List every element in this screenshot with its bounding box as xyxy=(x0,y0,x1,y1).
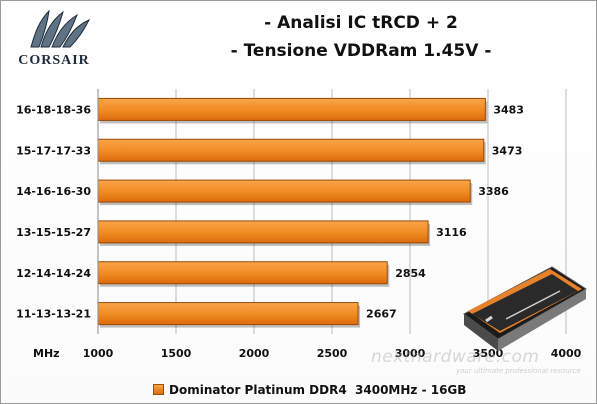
bar-12-14-14-24 xyxy=(97,261,388,285)
corsair-sails-icon xyxy=(30,9,91,48)
bar-15-17-17-33 xyxy=(97,138,485,162)
bar-14-16-16-30 xyxy=(97,179,471,203)
bar-value-label: 3473 xyxy=(492,144,523,157)
category-label: 15-17-17-33 xyxy=(16,144,91,157)
legend-swatch xyxy=(153,384,164,395)
bar-16-18-18-36 xyxy=(97,97,486,121)
corsair-logo: CORSAIR xyxy=(9,7,99,71)
x-tick-label: 1500 xyxy=(161,347,192,360)
category-label: 11-13-13-21 xyxy=(16,308,91,321)
bar-value-label: 3386 xyxy=(478,185,509,198)
bar-13-15-15-27 xyxy=(97,220,429,244)
category-label: 13-15-15-27 xyxy=(16,226,91,239)
x-axis-label: MHz xyxy=(33,347,60,360)
bar-11-13-13-21 xyxy=(97,302,359,326)
x-tick-label: 3000 xyxy=(395,347,426,360)
x-tick-label: 3500 xyxy=(473,347,504,360)
brand-wordmark: CORSAIR xyxy=(18,53,90,68)
x-tick-label: 2000 xyxy=(239,347,270,360)
ram-module-icon xyxy=(463,266,587,351)
watermark: nexthardware.com xyxy=(371,347,540,367)
watermark-subtext: your ultimate professional resource xyxy=(456,367,581,375)
bar-value-label: 2667 xyxy=(366,308,397,321)
chart-title-line1: - Analisi IC tRCD + 2 xyxy=(264,13,458,33)
x-tick-label: 1000 xyxy=(83,347,114,360)
category-label: 16-18-18-36 xyxy=(16,103,91,116)
x-tick-label: 2500 xyxy=(317,347,348,360)
bar-value-label: 3483 xyxy=(493,103,524,116)
bar-value-label: 3116 xyxy=(436,226,467,239)
chart-title-line2: - Tensione VDDRam 1.45V - xyxy=(230,41,492,61)
category-label: 14-16-16-30 xyxy=(16,185,91,198)
x-tick-label: 4000 xyxy=(551,347,582,360)
bar-value-label: 2854 xyxy=(395,267,426,280)
category-label: 12-14-14-24 xyxy=(16,267,91,280)
legend-label: Dominator Platinum DDR4 3400MHz - 16GB xyxy=(169,383,467,397)
